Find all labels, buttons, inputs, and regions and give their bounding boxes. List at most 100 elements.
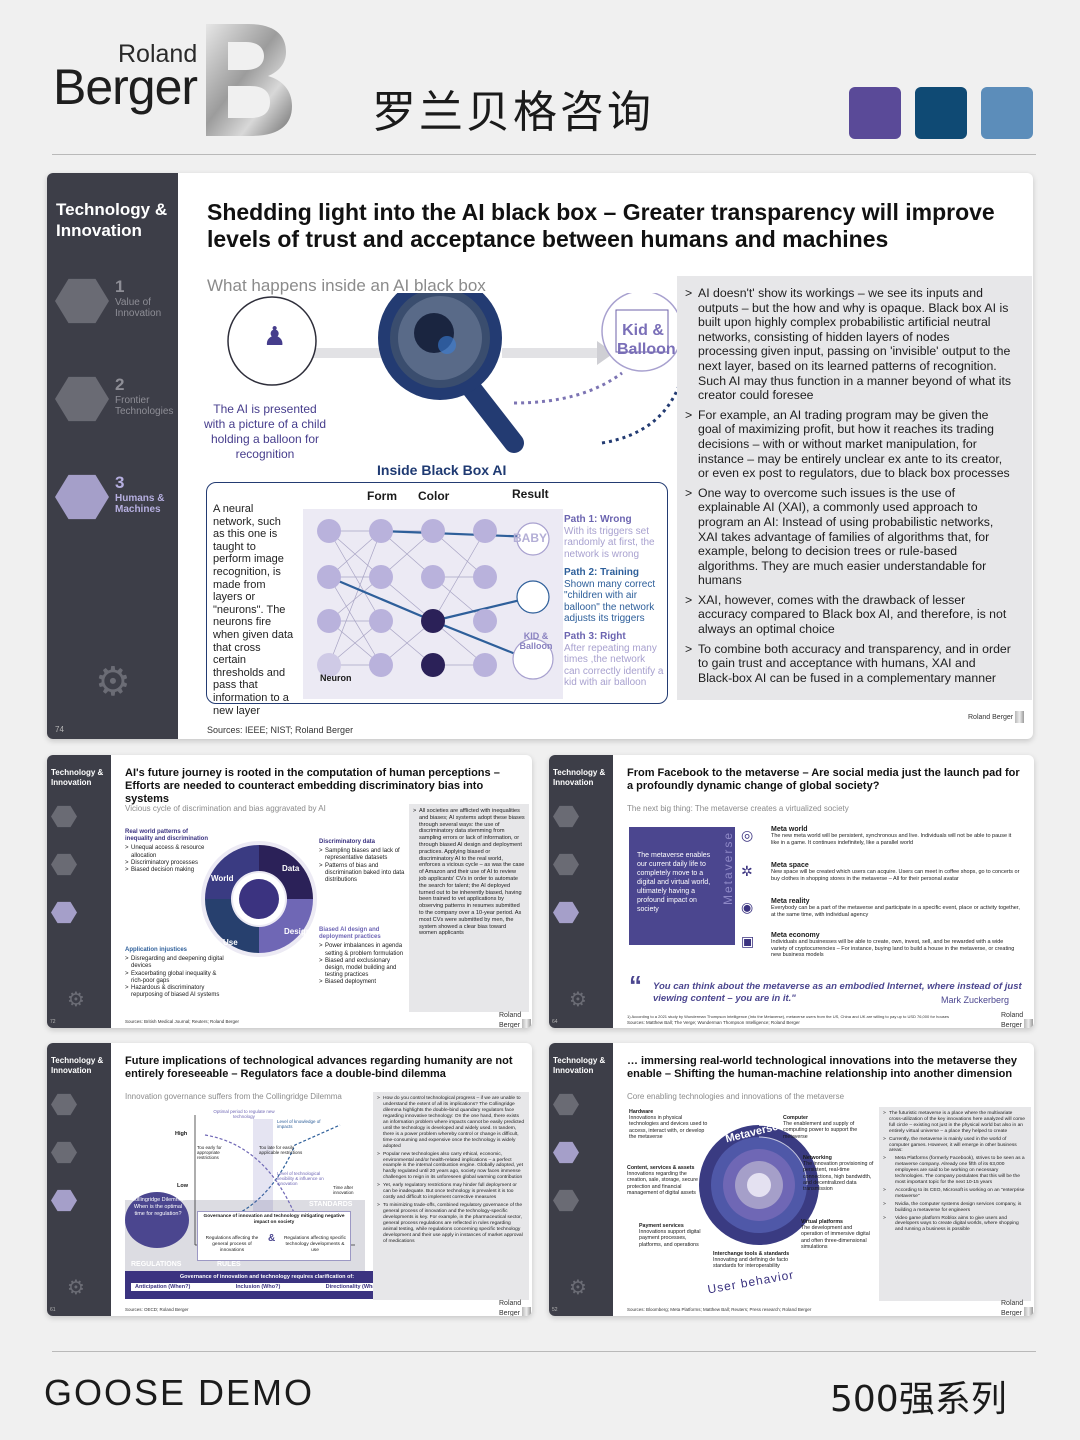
- network-text: A neural network, such as this one is ta…: [213, 503, 294, 717]
- item-heading: Virtual platforms: [801, 1219, 843, 1225]
- quote-mark-icon: “: [629, 970, 642, 1000]
- slide-subtitle: Innovation governance suffers from the C…: [125, 1092, 342, 1101]
- kid-balloon-result: KID & Balloon: [519, 631, 553, 651]
- quote-text: You can think about the metaverse as an …: [653, 981, 1022, 1004]
- label-flexibility: Level of technological flexibility & inf…: [277, 1171, 324, 1186]
- label-rules: RULES: [217, 1261, 241, 1268]
- regulation-general: Regulations affecting the general proces…: [205, 1236, 259, 1253]
- bullet: To combine both accuracy and transparenc…: [685, 642, 1012, 686]
- nav-label: Frontier Technologies: [115, 395, 174, 417]
- path-1: Path 1: Wrong With its triggers set rand…: [564, 514, 664, 560]
- bullet: Sampling biases and lack of representati…: [319, 848, 405, 862]
- economy-icon: ▣: [741, 933, 755, 949]
- path-text: After repeating many times ,the network …: [564, 642, 664, 689]
- roland-berger-b-logo: [206, 24, 292, 136]
- nav-hex-image: [553, 901, 579, 924]
- label-too-late: Too late for easily applicable restricti…: [259, 1145, 303, 1155]
- bullet: Patterns of bias and discrimination bake…: [319, 863, 405, 885]
- path-2: Path 2: Training Shown many correct "chi…: [564, 567, 664, 625]
- slide-subtitle: The next big thing: The metaverse create…: [627, 804, 849, 813]
- item-text: The development and operation of immersi…: [801, 1225, 870, 1250]
- label-low: Low: [177, 1183, 188, 1189]
- bullet: For example, an AI trading program may b…: [685, 408, 1012, 481]
- slide-title: Shedding light into the AI black box – G…: [207, 199, 995, 253]
- meta-items: ◎ Meta world The new meta world will be …: [741, 826, 1027, 971]
- nav-hex-image: [51, 901, 77, 924]
- governance-box: Governance of innovation and technology …: [197, 1211, 351, 1261]
- bar-item: Inclusion (Who?): [235, 1284, 281, 1290]
- bar-item: Directionality (What? Why?): [325, 1284, 399, 1290]
- slide-title: Future implications of technological adv…: [125, 1055, 513, 1080]
- nav-item-humans-machines[interactable]: 3 Humans & Machines: [55, 473, 171, 521]
- bar-item: Anticipation (When?): [135, 1284, 191, 1290]
- slide-metaverse-technologies: Technology & Innovation ⚙ 52 … immersing…: [549, 1043, 1034, 1316]
- item-networking: Networking The innovation provisioning o…: [803, 1155, 877, 1192]
- item-interchange: Interchange tools & standards Innovating…: [713, 1251, 807, 1270]
- sidebar-section-title: Technology & Innovation: [56, 200, 168, 240]
- cycle-data: Data: [282, 864, 300, 873]
- item-computer: Computer The enablement and supply of co…: [783, 1115, 873, 1140]
- metaverse-box: The metaverse enables our current daily …: [629, 827, 735, 945]
- explanation-panel: All societies are afflicted with inequal…: [409, 804, 529, 1012]
- lightbulb-gears-icon: ⚙: [67, 989, 85, 1011]
- sidebar-section-title: Technology & Innovation: [51, 1056, 104, 1075]
- bullet: Power imbalances in agenda setting & pro…: [319, 943, 405, 957]
- explanation-panel: AI doesn't' show its workings – we see i…: [677, 276, 1032, 700]
- roland-berger-small-logo: Roland Berger: [968, 711, 1025, 723]
- slide-collingridge-dilemma: Technology & Innovation ⚙ 61 Future impl…: [47, 1043, 532, 1316]
- bullet: All societies are afflicted with inequal…: [413, 808, 525, 937]
- kid-balloon-label: Kid & Balloon: [617, 322, 676, 358]
- bullet: To minimizing trade-offs, combined regul…: [377, 1203, 525, 1245]
- label-high: High: [175, 1131, 188, 1137]
- header-divider: [52, 154, 1036, 155]
- sources: Sources: Matthew Ball; The Verge; Wunder…: [627, 1020, 800, 1025]
- nav-hex-image: [51, 1189, 77, 1212]
- application-block: Application injustices Disregarding and …: [125, 947, 225, 999]
- ampersand: &: [268, 1233, 276, 1244]
- item-heading: Interchange tools & standards: [713, 1251, 790, 1257]
- chinese-title: 罗兰贝格咨询: [372, 87, 654, 138]
- vicious-cycle-graphic: [201, 841, 317, 957]
- bullet: XAI, however, comes with the drawback of…: [685, 593, 1012, 637]
- cycle-design: Design: [284, 927, 311, 936]
- sidebar-section-title: Technology & Innovation: [553, 1056, 606, 1075]
- globe-icon: ◎: [741, 827, 754, 843]
- sidebar-section-title: Technology & Innovation: [51, 768, 104, 787]
- bullet: Disregarding and deepening digital devic…: [125, 956, 225, 970]
- nav-label: Humans & Machines: [115, 493, 165, 515]
- sources: Sources: IEEE; NIST; Roland Berger: [207, 725, 354, 735]
- item-text: The innovation provisioning of persisten…: [803, 1161, 874, 1193]
- nav-item-frontier-technologies[interactable]: 2 Frontier Technologies: [55, 375, 177, 423]
- bullet: Biased and exclusionary design, model bu…: [319, 958, 405, 980]
- black-box-diagram: [227, 293, 682, 453]
- label-too-early: Too early for appropriate restrictions: [197, 1145, 222, 1160]
- color-swatch-purple: [849, 87, 901, 139]
- space-icon: ✲: [741, 863, 753, 879]
- nav-label: Value of Innovation: [115, 297, 162, 319]
- lightbulb-gears-icon: ⚙: [569, 989, 587, 1011]
- item-hardware: Hardware Innovations in physical technol…: [629, 1109, 709, 1140]
- baby-result: BABY: [513, 531, 548, 545]
- slide-title: AI's future journey is rooted in the com…: [125, 767, 500, 805]
- item-text: Innovating and defining de facto standar…: [713, 1257, 789, 1270]
- item-heading: Hardware: [629, 1109, 654, 1115]
- nav-item-value-of-innovation[interactable]: 1 Value of Innovation: [55, 277, 171, 325]
- metaverse-box-text: The metaverse enables our current daily …: [637, 852, 711, 913]
- roland-berger-small-logo: Roland Berger: [499, 1012, 532, 1028]
- block-heading: Biased AI design and deployment practice…: [319, 927, 381, 941]
- item-text: The new meta world will be persistent, s…: [771, 833, 1012, 846]
- path-title: Path 3: Right: [564, 631, 626, 642]
- page-number: 61: [50, 1307, 56, 1313]
- nav-hex-image: [553, 853, 579, 876]
- page-number: 74: [55, 725, 64, 734]
- nav-hex-image: [553, 1189, 579, 1212]
- label-optimal: Optimal period to regulate new technolog…: [213, 1109, 275, 1119]
- real-world-block: Real world patterns of inequality and di…: [125, 829, 209, 874]
- nav-hex-image: [553, 805, 579, 828]
- sources: Sources: OECD; Roland Berger: [125, 1307, 189, 1312]
- slide-title: … immersing real-world technological inn…: [627, 1055, 1017, 1080]
- sub-bullet: According to its CEO, Microsoft is worki…: [883, 1188, 1027, 1200]
- color-swatch-blue: [981, 87, 1033, 139]
- nav-hex-image: [553, 1141, 579, 1164]
- nav-hex-image: [55, 278, 109, 324]
